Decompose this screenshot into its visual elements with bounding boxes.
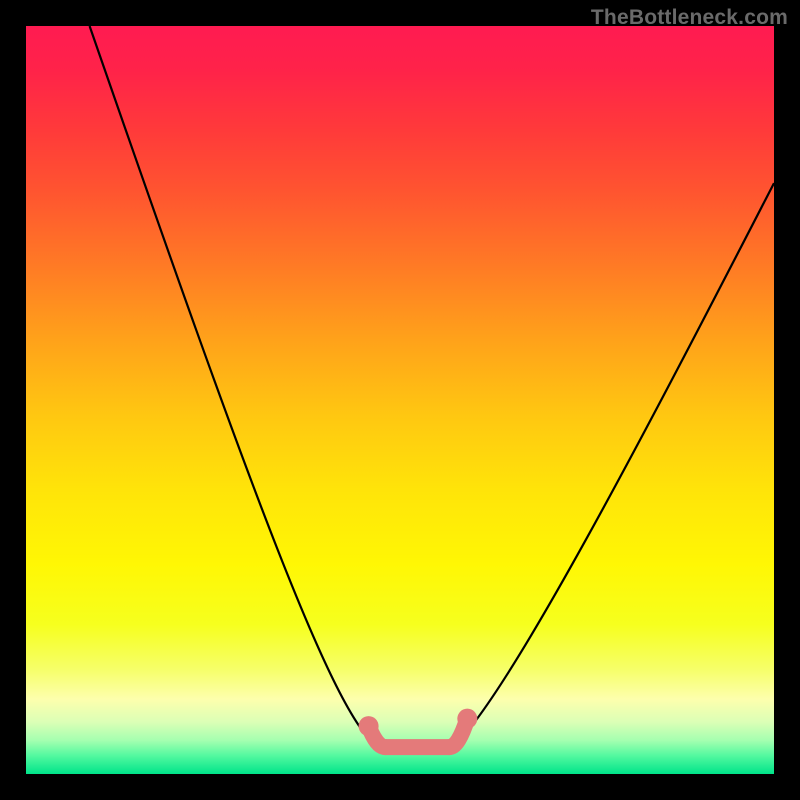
watermark-text: TheBottleneck.com	[591, 6, 788, 30]
bottleneck-chart-svg	[0, 0, 800, 800]
highlight-dot-right	[457, 709, 477, 729]
chart-stage: TheBottleneck.com	[0, 0, 800, 800]
